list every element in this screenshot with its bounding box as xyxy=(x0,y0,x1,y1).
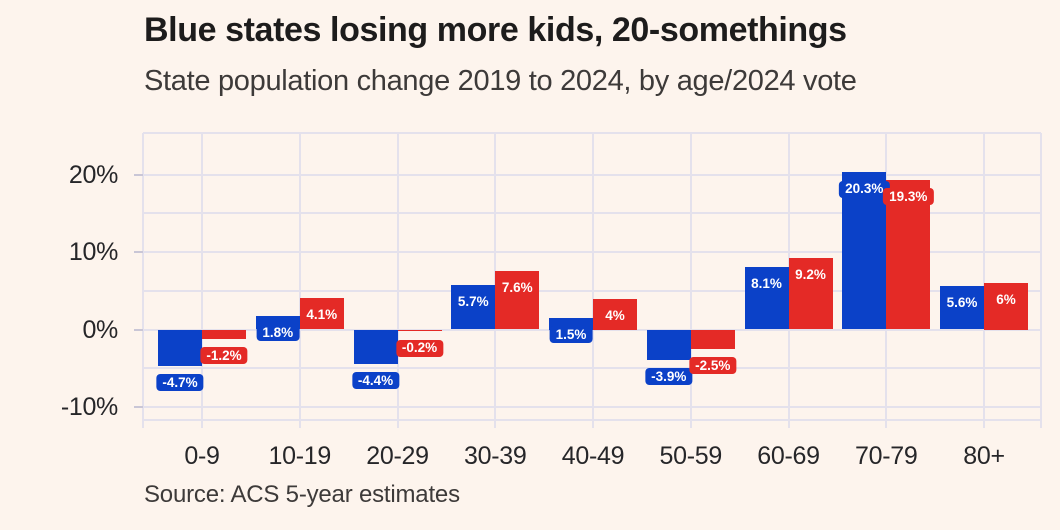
bar-blue-70-79 xyxy=(842,172,887,330)
value-label-blue-20-29: -4.4% xyxy=(351,372,400,390)
value-label-red-50-59: -2.5% xyxy=(689,357,737,375)
gridline-vertical xyxy=(298,133,301,428)
y-axis-label: 20% xyxy=(68,160,118,189)
x-axis-label-20-29: 20-29 xyxy=(366,442,429,470)
value-label-blue-40-49: 1.5% xyxy=(549,326,593,344)
value-label-red-0-9: -1.2% xyxy=(200,347,248,365)
y-axis-label: 0% xyxy=(82,315,118,344)
y-axis-tick xyxy=(133,406,143,408)
value-label-blue-60-69: 8.1% xyxy=(745,275,788,293)
value-label-blue-0-9: -4.7% xyxy=(156,374,204,392)
source-note: Source: ACS 5-year estimates xyxy=(144,481,460,508)
y-axis-tick xyxy=(133,328,143,331)
gridline-horizontal xyxy=(142,173,1041,176)
x-axis-label-10-19: 10-19 xyxy=(268,442,332,470)
gridline-horizontal xyxy=(142,289,1041,292)
value-label-red-20-29: -0.2% xyxy=(395,339,444,357)
value-label-blue-30-39: 5.7% xyxy=(451,293,495,311)
gridline-horizontal xyxy=(142,406,1041,408)
gridline-vertical xyxy=(689,133,692,428)
chart-subtitle: State population change 2019 to 2024, by… xyxy=(144,65,857,97)
gridline-vertical xyxy=(1040,133,1042,428)
x-axis-label-30-39: 30-39 xyxy=(464,442,527,470)
plot-bottom-border xyxy=(142,418,1041,421)
value-label-blue-10-19: 1.8% xyxy=(256,324,300,342)
bar-blue-0-9 xyxy=(158,329,202,366)
x-axis-label-0-9: 0-9 xyxy=(184,442,220,470)
y-axis-tick xyxy=(133,251,143,253)
bar-blue-20-29 xyxy=(353,329,398,364)
x-axis-label-40-49: 40-49 xyxy=(561,442,625,470)
gridline-vertical xyxy=(983,133,985,428)
x-axis-label-60-69: 60-69 xyxy=(757,442,820,470)
value-label-blue-80+: 5.6% xyxy=(940,294,984,312)
value-label-red-40-49: 4% xyxy=(599,307,631,324)
y-axis-label: -10% xyxy=(60,393,118,421)
gridline-vertical xyxy=(141,133,144,428)
bar-red-50-59 xyxy=(690,329,735,349)
gridline-horizontal xyxy=(142,251,1041,253)
value-label-red-10-19: 4.1% xyxy=(300,306,344,324)
plot-top-border xyxy=(142,132,1041,134)
value-label-blue-70-79: 20.3% xyxy=(839,180,890,198)
chart-title: Blue states losing more kids, 20-somethi… xyxy=(144,11,847,49)
value-label-red-70-79: 19.3% xyxy=(883,188,934,206)
bar-red-0-9 xyxy=(202,329,246,339)
y-axis-label: 10% xyxy=(68,238,118,266)
x-axis-label-70-79: 70-79 xyxy=(855,442,918,470)
gridline-vertical xyxy=(396,133,399,428)
gridline-vertical xyxy=(592,133,594,428)
bar-blue-50-59 xyxy=(646,329,691,360)
gridline-vertical xyxy=(201,133,203,428)
value-label-red-60-69: 9.2% xyxy=(789,266,832,284)
x-axis-label-50-59: 50-59 xyxy=(659,442,723,470)
value-label-blue-50-59: -3.9% xyxy=(645,368,693,386)
value-label-red-30-39: 7.6% xyxy=(495,279,539,297)
bar-blue-40-49 xyxy=(549,317,593,330)
gridline-horizontal xyxy=(142,367,1041,370)
x-axis-label-80+: 80+ xyxy=(963,442,1005,470)
bar-red-20-29 xyxy=(397,329,442,332)
y-axis-tick xyxy=(133,173,143,176)
value-label-red-80+: 6% xyxy=(990,291,1022,309)
gridline-horizontal xyxy=(142,212,1041,215)
